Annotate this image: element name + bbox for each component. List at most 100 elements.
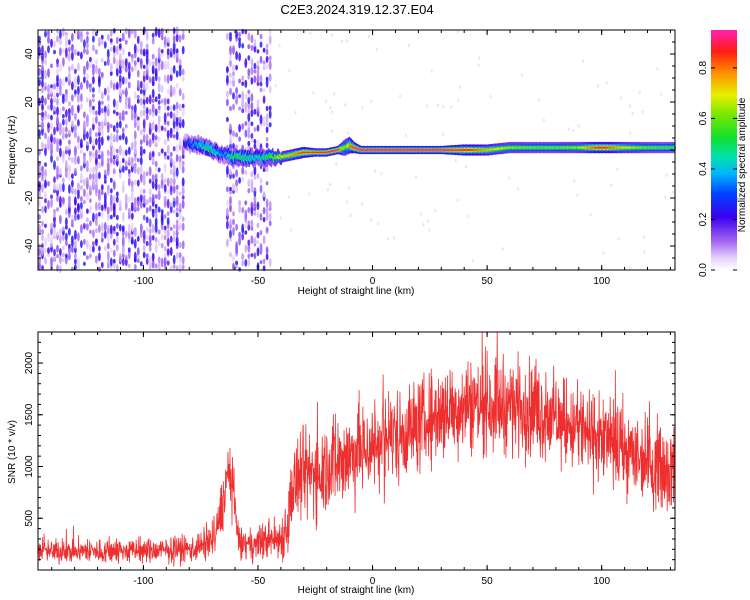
spectrogram-noise-cell [41,111,44,118]
spectrogram-noise-cell [288,68,291,73]
spectrogram-noise-cell [41,165,44,172]
spectrogram-x-tick-label: -50 [251,276,266,287]
spectrogram-noise-cell [112,159,116,165]
spectrogram-noise-cell [100,232,104,238]
spectrogram-noise-cell [109,214,113,220]
spectrogram-noise-cell [235,169,239,178]
spectrogram-noise-cell [154,237,158,243]
spectrogram-noise-cell [241,206,245,214]
snr-series-line [38,332,675,567]
spectrogram-noise-cell [47,232,50,238]
spectrogram-noise-cell [100,204,104,212]
spectrogram-noise-cell [50,235,53,245]
snr-frame [37,331,676,571]
spectrogram-noise-cell [151,53,155,60]
spectrogram-noise-cell [229,196,232,206]
spectrogram-noise-cell [65,240,68,247]
spectrogram-noise-cell [98,266,101,272]
spectrogram-noise-cell [41,265,44,271]
spectrogram-noise-cell [169,177,173,186]
spectrogram-noise-cell [178,191,182,196]
spectrogram-noise-cell [83,188,86,197]
spectrogram-noise-cell [175,222,179,233]
spectrogram-noise-cell [92,108,95,116]
spectrogram-noise-cell [127,96,131,106]
spectrogram-noise-cell [127,196,131,203]
spectrogram-noise-cell [53,227,56,237]
spectrogram-noise-cell [259,243,263,250]
spectrogram-noise-cell [259,177,263,184]
spectrogram-noise-cell [172,235,176,243]
spectrogram-noise-cell [136,206,140,212]
spectrogram-noise-cell [65,118,68,126]
spectrogram-noise-cell [68,228,71,236]
spectrogram-noise-cell [175,207,179,212]
spectrogram-noise-cell [44,58,47,66]
spectrogram-noise-cell [157,47,161,54]
spectrogram-noise-cell [148,205,152,212]
spectrogram-noise-cell [157,93,161,100]
snr-x-tick-label: -50 [251,576,266,587]
spectrogram-noise-cell [151,64,155,74]
spectrogram-noise-cell [259,114,263,124]
spectrogram-noise-cell [172,104,176,111]
spectrogram-noise-cell [53,248,56,257]
spectrogram-noise-cell [268,28,272,36]
spectrogram-noise-cell [157,100,161,105]
spectrogram-noise-cell [100,127,104,137]
spectrogram-noise-cell [133,264,137,270]
spectrogram-noise-cell [139,150,143,157]
spectrogram-noise-cell [115,244,119,252]
spectrogram-noise-cell [265,137,269,142]
spectrogram-noise-cell [71,173,74,180]
spectrogram-noise-cell [151,223,155,234]
spectrogram-noise-cell [83,47,86,54]
spectrogram-noise-cell [229,53,232,61]
spectrogram-noise-cell [247,68,251,76]
spectrogram-noise-cell [250,66,254,76]
spectrogram-noise-cell [172,146,176,152]
spectrogram-noise-cell [130,54,134,59]
spectrogram-noise-cell [175,184,179,190]
spectrogram-noise-cell [145,133,149,141]
spectrogram-noise-cell [235,179,239,187]
spectrogram-noise-cell [154,203,158,209]
spectrogram-noise-cell [92,166,95,174]
spectrogram-noise-cell [619,96,622,100]
spectrogram-noise-cell [175,143,179,153]
spectrogram-noise-cell [86,60,89,71]
spectrogram-noise-cell [235,94,239,101]
spectrogram-noise-cell [145,207,149,214]
spectrogram-noise-cell [166,112,170,117]
spectrogram-noise-cell [118,120,122,129]
spectrogram-noise-cell [160,212,164,222]
spectrogram-noise-cell [74,252,77,259]
spectrogram-noise-cell [157,115,161,124]
spectrogram-noise-cell [163,127,167,132]
spectrogram-noise-cell [41,64,44,71]
spectrogram-noise-cell [175,109,179,118]
spectrogram-noise-cell [247,224,251,231]
spectrogram-noise-cell [238,78,242,84]
spectrogram-noise-cell [265,55,269,63]
spectrogram-noise-cell [50,222,53,229]
spectrogram-noise-cell [616,167,619,172]
spectrogram-noise-cell [89,105,92,114]
spectrogram-noise-cell [133,144,137,155]
spectrogram-x-axis: -100 -50 0 50 100 [51,30,671,287]
spectrogram-noise-cell [312,90,315,95]
spectrogram-noise-cell [89,85,92,93]
spectrogram-noise-cell [53,253,56,263]
spectrogram-noise-cell [121,165,125,173]
spectrogram-noise-cell [148,242,152,247]
spectrogram-noise-cell [112,261,116,269]
spectrogram-noise-cell [80,172,83,180]
spectrogram-noise-cell [166,98,170,105]
spectrogram-noise-cell [95,255,98,260]
spectrogram-noise-cell [121,127,125,134]
spectrogram-noise-cell [118,68,122,75]
spectrogram-noise-cell [136,258,140,264]
spectrogram-noise-cell [347,131,350,135]
spectrogram-noise-cell [92,245,95,253]
spectrogram-noise-cell [71,218,74,226]
